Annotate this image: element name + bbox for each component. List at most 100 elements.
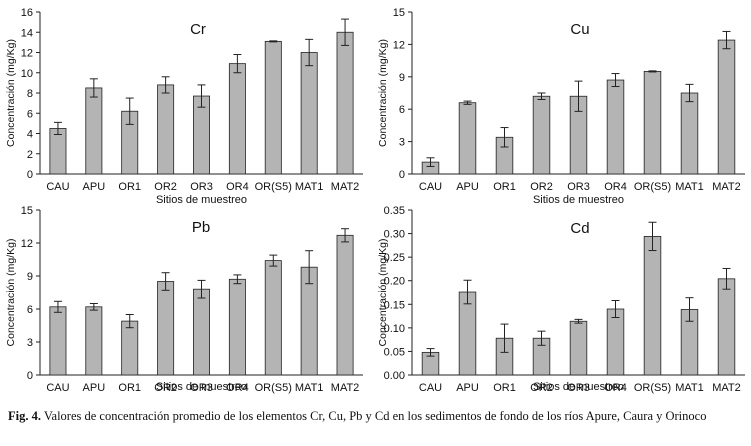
x-axis-label: Sitios de muestreo (533, 381, 624, 393)
y-tick-label: 0 (399, 169, 405, 181)
y-tick-label: 12 (21, 48, 33, 60)
y-tick-label: 9 (27, 271, 33, 283)
bar-mat2 (717, 278, 736, 376)
y-tick-label: 12 (21, 238, 33, 250)
x-tick-label: MAT2 (712, 382, 741, 394)
y-tick-label: 0.10 (384, 323, 405, 335)
y-tick-label: 9 (399, 72, 405, 84)
y-tick-label: 0 (27, 169, 33, 181)
y-tick-label: 0.25 (384, 252, 405, 264)
y-tick-label: 0.35 (384, 205, 405, 217)
bar-or3 (193, 288, 210, 376)
bar-cau (49, 306, 67, 376)
figure-caption: Fig. 4. Valores de concentración promedi… (8, 409, 744, 423)
x-tick-label: OR1 (493, 181, 516, 193)
x-tick-label: OR3 (190, 181, 213, 193)
y-tick-label: 16 (21, 7, 33, 19)
bar-ors5 (264, 40, 282, 175)
bar-apu (458, 291, 477, 376)
x-tick-label: MAT1 (295, 382, 324, 394)
y-axis-label: Concentración (mg/Kg) (5, 239, 17, 347)
y-axis-label: Concentración (mg/Kg) (377, 39, 389, 147)
chart-title: Cu (570, 21, 589, 38)
y-tick-label: 6 (27, 108, 33, 120)
bar-apu (458, 102, 477, 175)
y-axis-label: Concentración (mg/Kg) (377, 239, 389, 347)
y-tick-label: 0.15 (384, 299, 405, 311)
x-tick-label: OR1 (493, 382, 516, 394)
y-tick-label: 3 (27, 337, 33, 349)
bar-or4 (606, 308, 625, 376)
y-axis-label: Concentración (mg/Kg) (5, 39, 17, 147)
bar-or4 (228, 278, 246, 376)
bar-mat2 (336, 31, 354, 175)
x-tick-label: APU (456, 181, 479, 193)
x-axis-label: Sitios de muestreo (156, 194, 247, 206)
x-tick-label: MAT1 (675, 181, 704, 193)
x-tick-label: OR(S5) (255, 181, 292, 193)
x-tick-label: OR4 (604, 181, 627, 193)
bar-mat1 (680, 92, 699, 175)
y-tick-label: 0.20 (384, 276, 405, 288)
bar-or1 (121, 320, 139, 376)
x-tick-label: OR(S5) (634, 181, 671, 193)
caption-text: Valores de concentración promedio de los… (43, 409, 707, 423)
x-tick-label: OR4 (226, 382, 249, 394)
bar-mat1 (300, 52, 318, 175)
x-tick-label: MAT1 (295, 181, 324, 193)
bar-or2 (157, 281, 175, 376)
x-axis-label: Sitios de muestreo (533, 194, 624, 206)
y-tick-label: 0.00 (384, 370, 405, 382)
bar-or4 (228, 63, 246, 175)
bar-cau (49, 128, 67, 175)
x-tick-label: OR3 (567, 382, 590, 394)
x-tick-label: OR1 (118, 181, 141, 193)
y-tick-label: 15 (21, 205, 33, 217)
y-tick-label: 6 (399, 104, 405, 116)
bar-apu (85, 87, 103, 175)
bar-or2 (532, 95, 551, 175)
x-tick-label: OR(S5) (634, 382, 671, 394)
bar-mat2 (336, 234, 354, 376)
chart-panel-cu: 0 3 6 9 12 15 CAU APU OR1 OR2 OR3 OR4 OR(S5) MAT1 MAT2… (377, 7, 745, 206)
y-tick-label: 8 (27, 88, 33, 100)
y-tick-label: 12 (393, 39, 405, 51)
y-tick-label: 0.30 (384, 229, 405, 241)
bar-ors5 (264, 260, 282, 376)
bar-ors5 (643, 71, 662, 175)
x-tick-label: MAT2 (331, 382, 360, 394)
x-tick-label: OR2 (530, 382, 553, 394)
x-tick-label: CAU (419, 382, 442, 394)
x-tick-label: MAT1 (675, 382, 704, 394)
bar-mat2 (717, 39, 736, 175)
x-tick-label: MAT2 (331, 181, 360, 193)
bar-or2 (157, 84, 175, 175)
chart-title: Pb (192, 219, 210, 236)
x-tick-label: OR2 (154, 382, 177, 394)
y-tick-label: 4 (27, 129, 33, 141)
y-tick-label: 15 (393, 7, 405, 19)
x-tick-label: OR2 (530, 181, 553, 193)
x-tick-label: OR1 (118, 382, 141, 394)
y-tick-label: 3 (399, 137, 405, 149)
x-tick-label: CAU (46, 181, 69, 193)
caption-label: Fig. 4. (8, 409, 41, 423)
x-tick-label: OR3 (567, 181, 590, 193)
bar-ors5 (643, 235, 662, 376)
bar-or3 (193, 95, 210, 175)
y-tick-label: 0 (27, 370, 33, 382)
bar-or3 (569, 320, 588, 376)
y-tick-label: 6 (27, 304, 33, 316)
x-tick-label: CAU (46, 382, 69, 394)
chart-panel-cd: 0.00 0.05 0.10 0.15 0.20 0.25 0.30 0.35 CAU APU OR… (377, 205, 745, 394)
x-tick-label: CAU (419, 181, 442, 193)
x-tick-label: APU (83, 181, 106, 193)
y-tick-label: 10 (21, 68, 33, 80)
x-tick-label: APU (456, 382, 479, 394)
x-tick-label: MAT2 (712, 181, 741, 193)
x-tick-label: OR4 (604, 382, 627, 394)
x-axis-label: Sitios de muestreo (156, 381, 247, 393)
x-tick-label: OR3 (190, 382, 213, 394)
y-tick-label: 0.05 (384, 346, 405, 358)
